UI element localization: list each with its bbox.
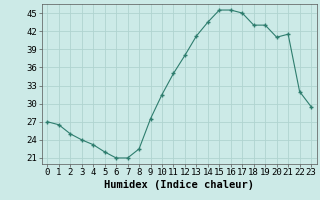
X-axis label: Humidex (Indice chaleur): Humidex (Indice chaleur) (104, 180, 254, 190)
